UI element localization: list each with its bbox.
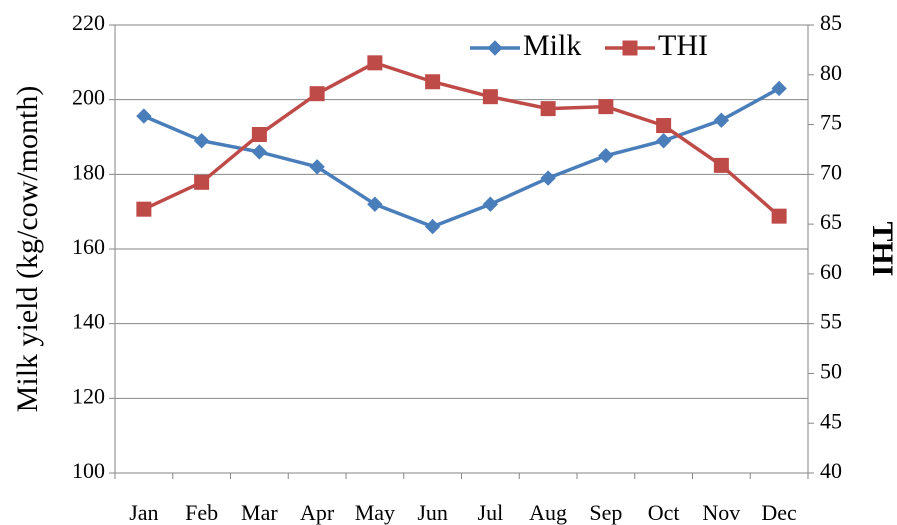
data-point — [598, 147, 614, 164]
data-point — [540, 170, 556, 186]
x-tick-label: Apr — [300, 500, 335, 525]
x-tick-label: Sep — [589, 500, 622, 525]
y2-tick-label: 45 — [820, 408, 842, 433]
y2-tick-label: 55 — [820, 309, 842, 334]
data-point — [656, 118, 672, 134]
data-point — [367, 55, 383, 71]
data-point — [367, 196, 383, 212]
x-tick-label: Jan — [129, 500, 158, 525]
x-tick-label: Feb — [185, 500, 218, 525]
y2-tick-label: 60 — [820, 259, 842, 284]
y2-tick-label: 75 — [820, 110, 842, 135]
y2-tick-label: 85 — [820, 10, 842, 35]
legend-marker — [487, 40, 503, 56]
data-point — [482, 89, 498, 105]
data-point — [425, 74, 441, 90]
data-point — [771, 80, 787, 97]
data-point — [136, 108, 152, 124]
y-tick-label: 120 — [72, 383, 105, 408]
x-tick-label: May — [355, 500, 395, 525]
y-tick-label: 140 — [72, 309, 105, 334]
x-tick-label: Aug — [529, 500, 567, 525]
data-point — [251, 127, 267, 143]
data-point — [713, 157, 729, 173]
x-tick-label: Oct — [648, 500, 680, 525]
series-line — [143, 60, 781, 218]
y2-tick-label: 70 — [820, 159, 842, 184]
series-line — [143, 86, 780, 229]
legend-label: Milk — [523, 29, 581, 62]
data-point — [309, 159, 325, 175]
data-point — [598, 99, 614, 115]
data-point — [309, 86, 325, 102]
data-point — [655, 133, 672, 149]
y-tick-label: 160 — [72, 234, 105, 259]
data-point — [713, 112, 730, 128]
data-point — [251, 144, 268, 160]
data-point — [194, 174, 210, 190]
y2-tick-label: 80 — [820, 60, 842, 85]
y2-axis-title: THI — [866, 221, 897, 276]
data-point — [771, 208, 787, 224]
y2-tick-label: 40 — [820, 458, 842, 483]
x-tick-label: Jun — [417, 500, 448, 525]
y-tick-label: 100 — [72, 458, 105, 483]
y-tick-label: 180 — [72, 159, 105, 184]
y2-tick-label: 50 — [820, 358, 842, 383]
y-tick-label: 200 — [72, 85, 105, 110]
x-tick-label: Mar — [241, 500, 278, 525]
data-point — [540, 101, 556, 117]
y-tick-label: 220 — [72, 10, 105, 35]
data-point — [424, 218, 441, 235]
x-tick-label: Nov — [702, 500, 740, 525]
y-axis-title: Milk yield (kg/cow/month) — [11, 86, 44, 413]
x-tick-label: Jul — [478, 500, 504, 525]
x-tick-label: Dec — [761, 500, 797, 525]
y2-tick-label: 65 — [820, 209, 842, 234]
legend-marker — [622, 40, 638, 56]
data-point — [193, 133, 210, 149]
data-point — [136, 201, 152, 217]
legend-label: THI — [658, 29, 708, 62]
data-point — [482, 196, 499, 212]
